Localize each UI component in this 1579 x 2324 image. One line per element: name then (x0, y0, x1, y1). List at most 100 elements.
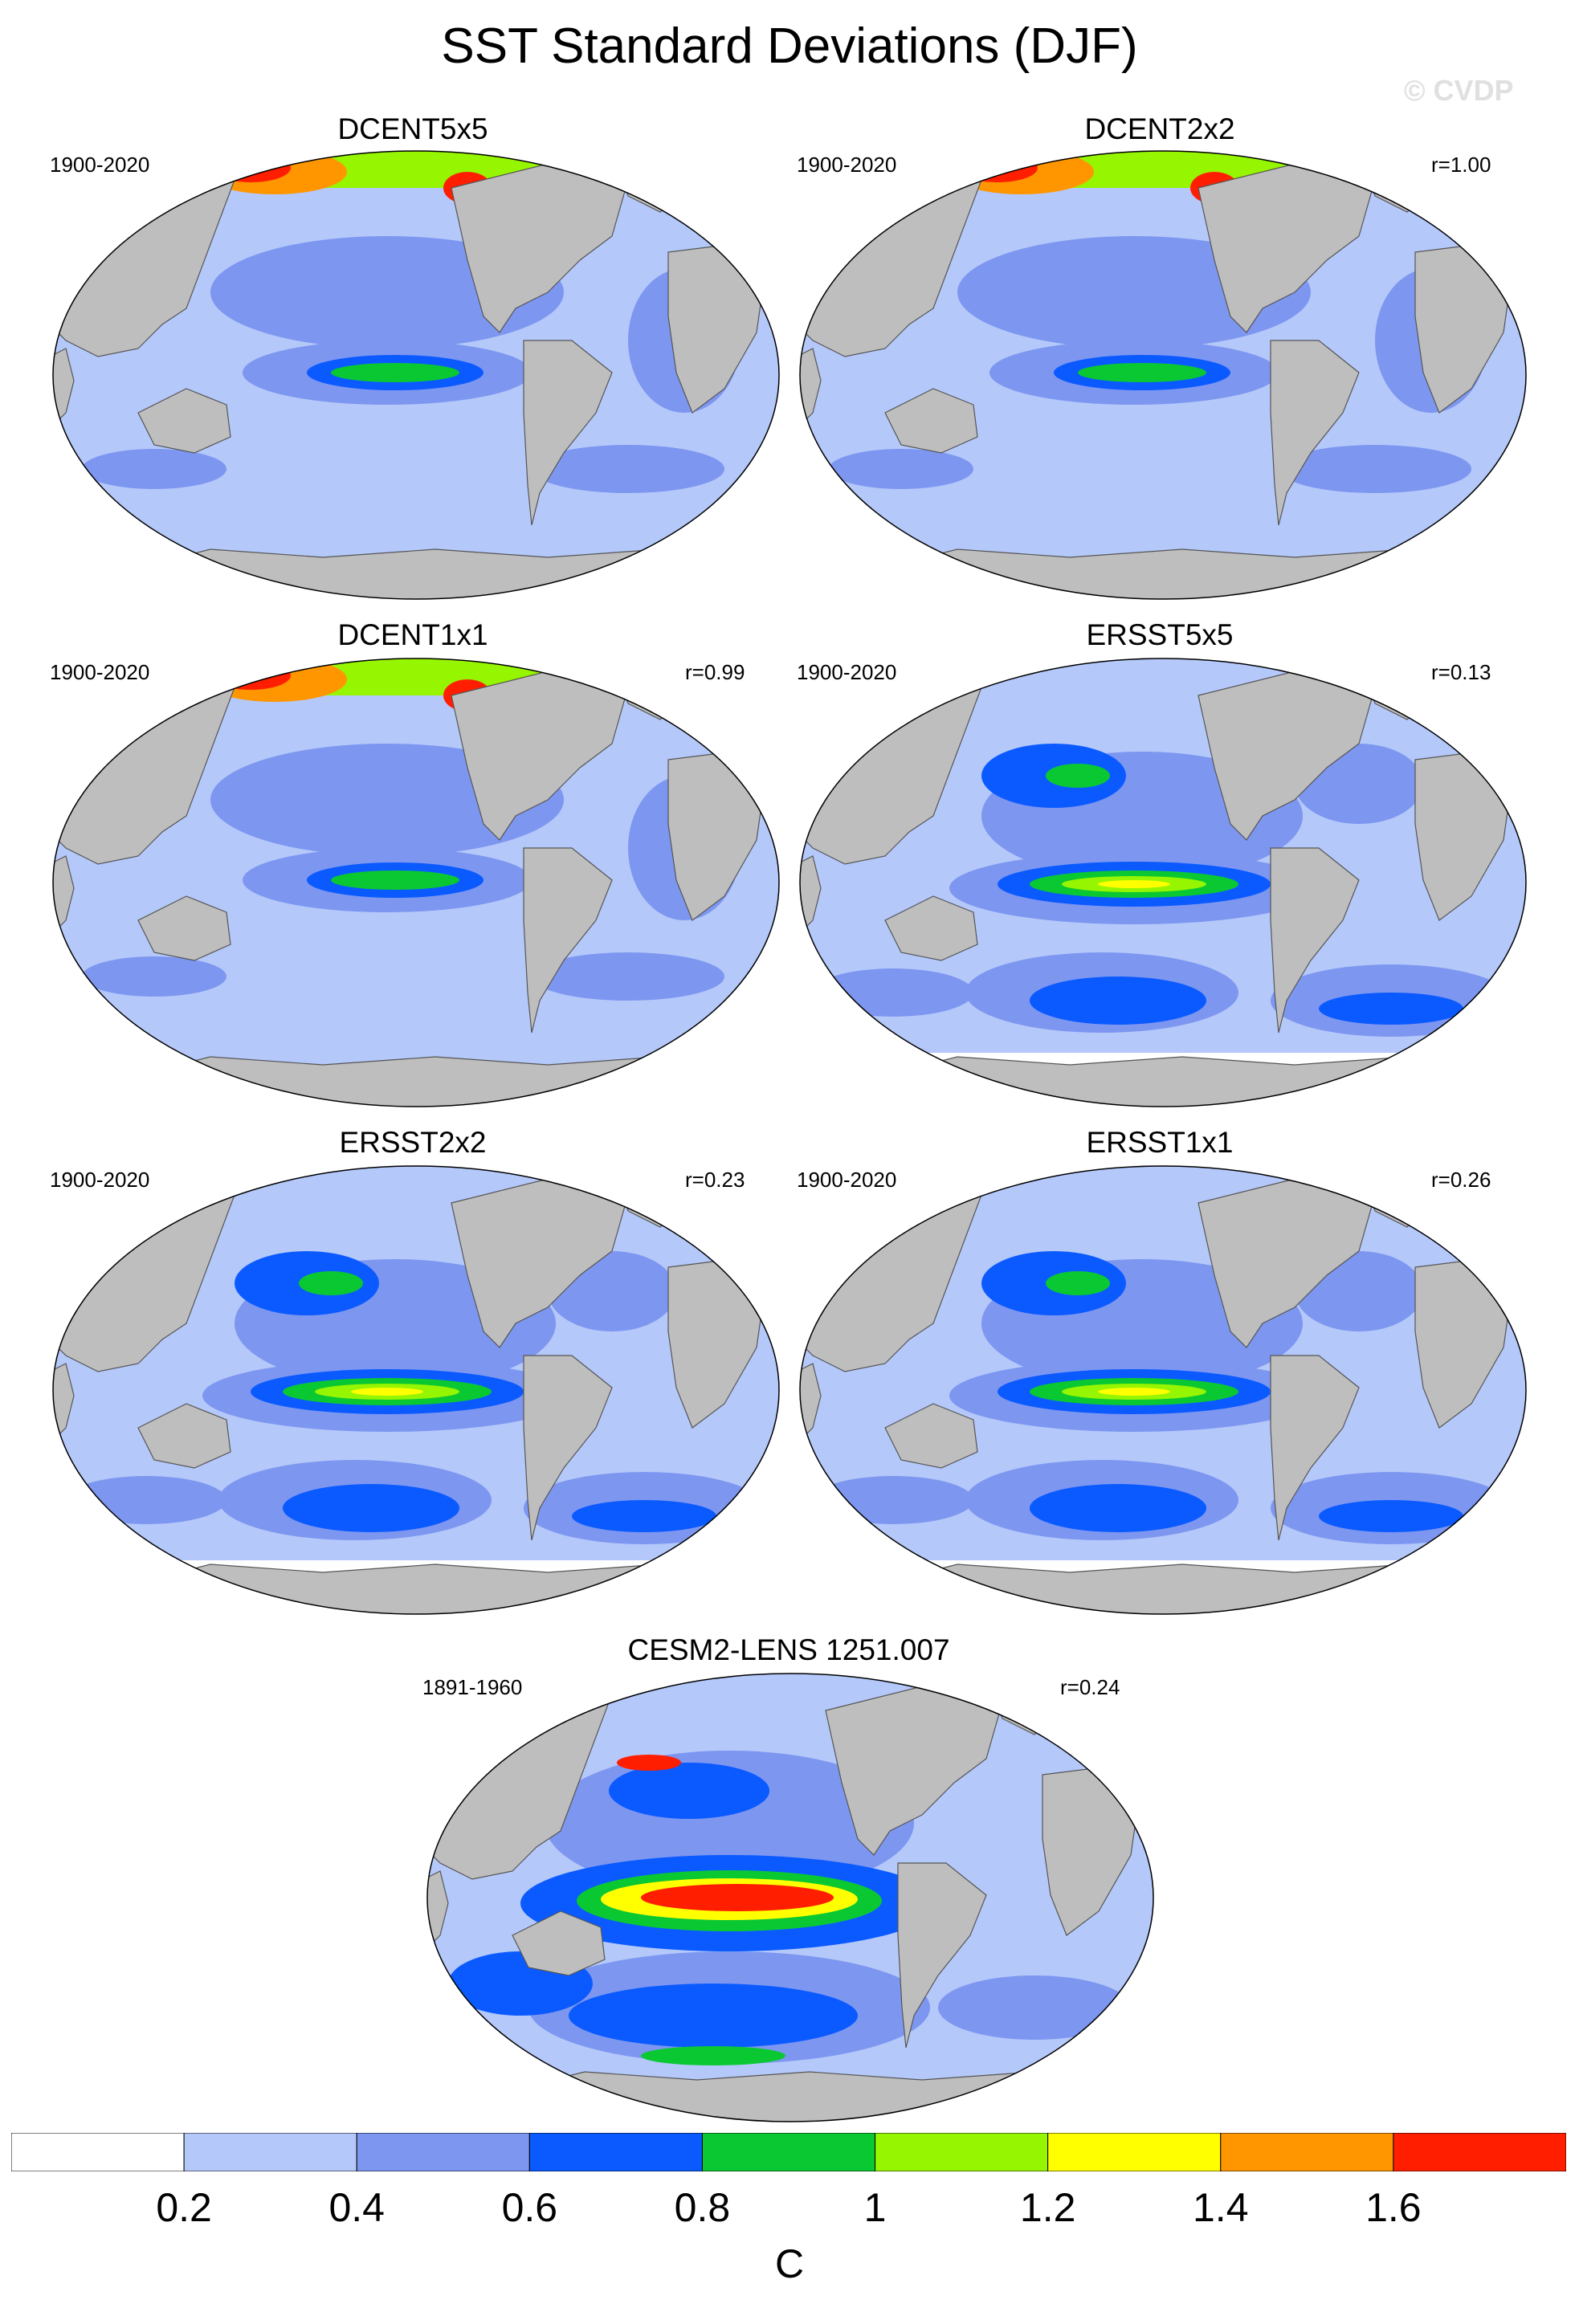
colorbar-box (1047, 2133, 1222, 2171)
sst-region (1098, 1388, 1170, 1396)
sst-region (1319, 1500, 1463, 1532)
map-outline (799, 150, 1527, 600)
sst-region (1046, 1271, 1110, 1295)
panel-period: 1891-1960 (422, 1675, 523, 1699)
land-antarctica (53, 548, 779, 599)
panel-period: 1900-2020 (797, 660, 897, 684)
land-australia (884, 895, 978, 961)
sst-region (938, 1975, 1131, 2040)
sst-region (532, 952, 724, 1001)
colorbar-tick-label: 0.8 (674, 2185, 731, 2230)
panel-title: ERSST1x1 (1086, 1126, 1234, 1159)
land-south-america (1270, 340, 1360, 526)
map-outline (52, 150, 780, 600)
land-australia (884, 1403, 978, 1469)
colorbar-tick-label: 1.2 (1019, 2185, 1076, 2230)
sst-map-panel (52, 150, 780, 600)
panel-period: 1900-2020 (50, 660, 150, 684)
figure-title: SST Standard Deviations (DJF) (441, 18, 1138, 74)
sst-region (532, 445, 724, 493)
land-south-america (897, 1862, 987, 2049)
sst-region (813, 1476, 973, 1524)
panel-title: ERSST2x2 (339, 1126, 487, 1159)
sst-region (1030, 1484, 1206, 1532)
land-antarctica (427, 2071, 1153, 2122)
sst-region (569, 1984, 858, 2048)
sst-region (1319, 993, 1463, 1025)
sst-region (351, 1388, 423, 1396)
colorbar-box (11, 2133, 185, 2171)
land-south-america (523, 1355, 613, 1541)
colorbar-box (1393, 2133, 1566, 2171)
land-antarctica (800, 548, 1526, 599)
sst-map-panel (799, 150, 1527, 600)
sst-region (1030, 976, 1206, 1025)
land-south-america (1270, 1355, 1360, 1541)
sst-map-panel (799, 1165, 1527, 1615)
panel-correlation: r=0.26 (1431, 1168, 1491, 1192)
map-outline (799, 1165, 1527, 1615)
map-outline (426, 1673, 1154, 2122)
panel-period: 1900-2020 (797, 1168, 897, 1192)
sst-map-panel (799, 658, 1527, 1107)
panel-correlation: r=0.23 (685, 1168, 745, 1192)
sst-map-panel (426, 1673, 1154, 2122)
sst-region (1046, 764, 1110, 788)
map-outline (52, 1165, 780, 1615)
sst-region (1098, 880, 1170, 888)
sst-region (641, 2046, 785, 2065)
land-australia (137, 895, 231, 961)
colorbar-tick-label: 0.2 (156, 2185, 212, 2230)
panel-title: DCENT1x1 (337, 618, 488, 651)
land-south-america (523, 340, 613, 526)
colorbar-box (701, 2133, 876, 2171)
panel-period: 1900-2020 (797, 153, 897, 177)
panel-period: 1900-2020 (50, 1168, 150, 1192)
colorbar-tick-label: 1.6 (1365, 2185, 1422, 2230)
sst-region (331, 870, 459, 890)
land-antarctica (800, 1056, 1526, 1107)
sst-map-panel (52, 1165, 780, 1615)
colorbar-tick-label: 1.4 (1193, 2185, 1249, 2230)
land-antarctica (53, 1056, 779, 1107)
land-south-america (1270, 847, 1360, 1034)
colorbar (11, 2133, 1566, 2171)
map-outline (52, 658, 780, 1107)
colorbar-tick-label: 0.6 (501, 2185, 558, 2230)
land-australia (884, 388, 978, 454)
colorbar-box (528, 2133, 703, 2171)
panel-correlation: r=0.99 (685, 660, 745, 684)
sst-region (82, 956, 226, 997)
sst-region (331, 363, 459, 382)
panel-title: DCENT5x5 (337, 112, 488, 145)
colorbar-box (356, 2133, 530, 2171)
sst-region (617, 1755, 681, 1771)
panel-title: DCENT2x2 (1084, 112, 1235, 145)
sst-region (1078, 363, 1206, 382)
land-australia (512, 1910, 606, 1976)
sst-region (299, 1271, 363, 1295)
panel-title: ERSST5x5 (1086, 618, 1234, 651)
land-south-america (523, 847, 613, 1034)
panel-correlation: r=0.13 (1431, 660, 1491, 684)
land-australia (137, 388, 231, 454)
sst-map-panel (52, 658, 780, 1107)
land-australia (137, 1403, 231, 1469)
sst-region (66, 1476, 226, 1524)
sst-region (283, 1484, 459, 1532)
panel-period: 1900-2020 (50, 153, 150, 177)
sst-region (1279, 445, 1471, 493)
sst-region (813, 968, 973, 1017)
colorbar-box (183, 2133, 357, 2171)
sst-region (82, 449, 226, 489)
colorbar-box (1220, 2133, 1394, 2171)
sst-region (829, 449, 973, 489)
land-antarctica (53, 1564, 779, 1614)
sst-region (609, 1763, 769, 1819)
colorbar-tick-label: 0.4 (328, 2185, 385, 2230)
panel-title: CESM2-LENS 1251.007 (627, 1633, 950, 1666)
colorbar-unit: C (774, 2241, 805, 2286)
panel-correlation: r=1.00 (1431, 153, 1491, 177)
map-outline (799, 658, 1527, 1107)
watermark: © CVDP (1404, 74, 1514, 107)
